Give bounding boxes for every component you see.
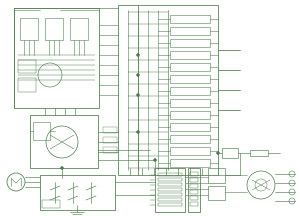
Bar xyxy=(118,5,218,175)
Bar xyxy=(170,111,210,119)
Bar xyxy=(45,18,63,40)
Bar xyxy=(250,150,268,156)
Bar xyxy=(190,196,198,200)
Bar xyxy=(208,168,225,183)
Circle shape xyxy=(136,54,140,57)
Bar xyxy=(18,78,36,92)
Bar xyxy=(190,202,198,206)
Bar xyxy=(188,168,200,212)
Bar xyxy=(170,63,210,71)
Bar xyxy=(18,60,36,73)
Bar xyxy=(170,159,210,167)
Bar xyxy=(222,148,238,158)
Bar xyxy=(190,184,198,188)
Bar xyxy=(190,190,198,194)
Bar xyxy=(170,39,210,47)
Circle shape xyxy=(136,130,140,133)
Bar xyxy=(103,147,117,153)
Bar xyxy=(30,115,98,168)
Bar xyxy=(158,178,182,181)
Bar xyxy=(158,198,182,201)
Bar xyxy=(70,18,88,40)
Bar xyxy=(170,99,210,107)
Bar xyxy=(158,183,182,186)
Bar xyxy=(14,8,99,108)
Bar xyxy=(103,127,117,133)
Bar xyxy=(158,203,182,206)
Bar xyxy=(208,186,225,200)
Bar xyxy=(20,18,38,40)
Bar xyxy=(158,173,182,176)
Circle shape xyxy=(136,73,140,76)
Bar xyxy=(42,200,60,208)
Circle shape xyxy=(154,159,157,162)
Circle shape xyxy=(61,167,64,170)
Circle shape xyxy=(136,94,140,97)
Circle shape xyxy=(217,151,220,154)
Bar xyxy=(158,188,182,191)
Bar xyxy=(170,87,210,95)
Bar xyxy=(170,135,210,143)
Bar xyxy=(170,123,210,131)
Bar xyxy=(155,168,185,212)
Bar xyxy=(158,193,182,196)
Bar xyxy=(170,15,210,23)
Bar xyxy=(170,75,210,83)
Bar xyxy=(170,51,210,59)
Bar xyxy=(103,137,117,143)
Bar xyxy=(33,122,50,140)
Bar xyxy=(190,178,198,182)
Bar xyxy=(40,175,115,210)
Bar xyxy=(190,172,198,176)
Bar xyxy=(170,27,210,35)
Bar xyxy=(170,147,210,155)
